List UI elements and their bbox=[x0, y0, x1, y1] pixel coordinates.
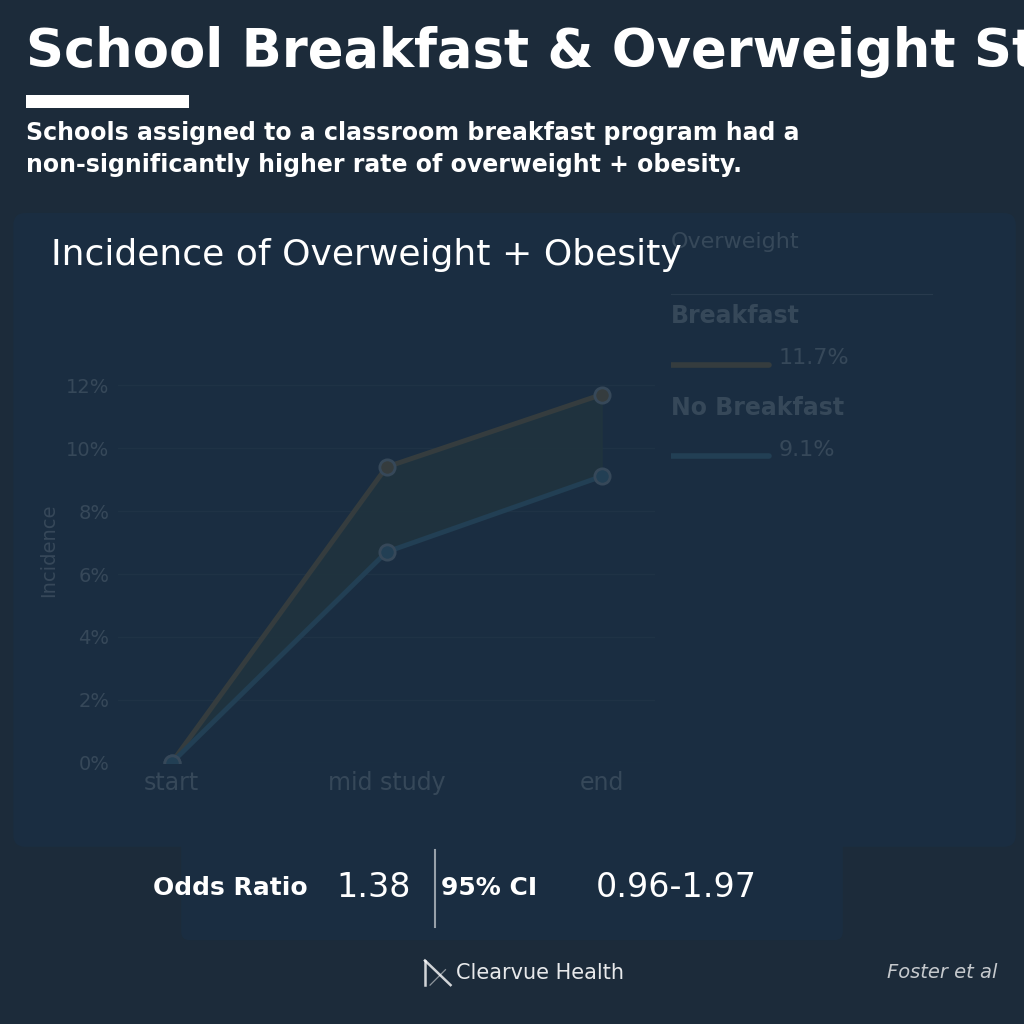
Text: Clearvue Health: Clearvue Health bbox=[456, 963, 624, 983]
Text: Incidence of Overweight + Obesity: Incidence of Overweight + Obesity bbox=[51, 238, 682, 271]
Bar bbox=[26, 95, 189, 108]
Y-axis label: Incidence: Incidence bbox=[39, 504, 57, 597]
Text: Odds Ratio: Odds Ratio bbox=[153, 876, 307, 900]
FancyBboxPatch shape bbox=[13, 213, 1016, 847]
Text: Overweight: Overweight bbox=[671, 231, 800, 252]
Text: 0.96-1.97: 0.96-1.97 bbox=[595, 871, 757, 904]
Text: Schools assigned to a classroom breakfast program had a
non-significantly higher: Schools assigned to a classroom breakfas… bbox=[26, 121, 799, 177]
Text: Foster et al: Foster et al bbox=[887, 964, 997, 982]
Text: No Breakfast: No Breakfast bbox=[671, 395, 844, 420]
Text: 9.1%: 9.1% bbox=[778, 439, 835, 460]
Text: School Breakfast & Overweight Status: School Breakfast & Overweight Status bbox=[26, 26, 1024, 78]
Text: 1.38: 1.38 bbox=[337, 871, 411, 904]
Text: 11.7%: 11.7% bbox=[778, 348, 849, 368]
Text: 95% CI: 95% CI bbox=[441, 876, 538, 900]
Text: Breakfast: Breakfast bbox=[671, 304, 800, 328]
